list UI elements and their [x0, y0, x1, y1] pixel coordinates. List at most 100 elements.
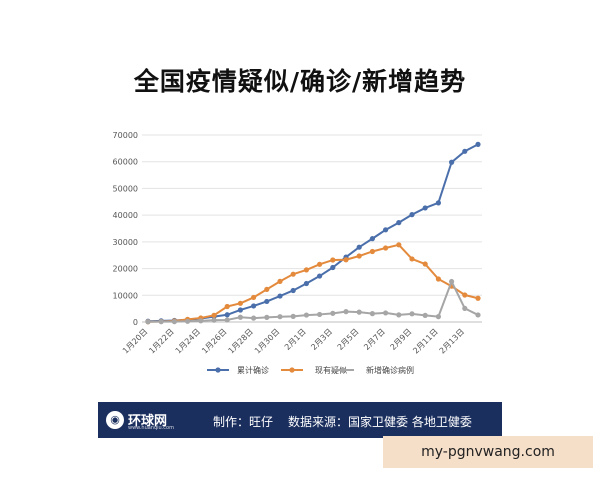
- data-point: [317, 311, 323, 318]
- legend-label: 累计确诊: [237, 365, 269, 375]
- series-group: [145, 278, 481, 325]
- data-point: [449, 278, 455, 285]
- data-point: [251, 315, 257, 321]
- legend-marker: [289, 367, 295, 373]
- data-point: [224, 317, 230, 323]
- data-point: [317, 273, 323, 279]
- data-point: [185, 318, 191, 324]
- data-point: [211, 317, 217, 323]
- data-point: [422, 261, 428, 267]
- data-point: [237, 314, 243, 320]
- chart-title: 全国疫情疑似/确诊/新增趋势: [133, 67, 467, 96]
- series-line: [147, 243, 479, 323]
- data-point: [449, 159, 455, 165]
- series-line: [147, 280, 479, 323]
- globe-icon: ◉: [106, 411, 124, 429]
- y-tick-label: 70000: [113, 131, 138, 140]
- footer-maker: 制作：旺仔: [213, 415, 274, 429]
- data-point: [396, 242, 402, 248]
- x-tick-label: 2月11日: [411, 327, 439, 355]
- series-line: [147, 143, 479, 323]
- data-point: [330, 310, 336, 316]
- x-tick-label: 1月24日: [174, 327, 202, 355]
- y-tick-label: 50000: [113, 184, 138, 193]
- x-tick-label: 1月22日: [147, 327, 175, 355]
- series-lines: [145, 141, 481, 325]
- data-point: [330, 257, 336, 263]
- brand-name: 环球网: [128, 414, 168, 429]
- data-point: [224, 312, 230, 318]
- legend-entry: 累计确诊: [207, 365, 269, 375]
- data-point: [277, 293, 283, 299]
- data-point: [158, 318, 164, 325]
- y-tick-label: 40000: [113, 211, 138, 220]
- data-point: [409, 311, 415, 317]
- data-point: [303, 280, 309, 287]
- legend-marker: [340, 367, 346, 373]
- legend-label: 现有疑似: [315, 365, 347, 375]
- data-point: [462, 305, 468, 312]
- data-point: [435, 314, 441, 320]
- x-tick-label: 2月9日: [389, 327, 414, 352]
- data-point: [356, 244, 362, 250]
- legend-marker: [215, 367, 221, 373]
- x-tick-label: 2月5日: [336, 327, 361, 352]
- y-axis-ticks: 0 10000 20000 30000 40000 50000 60000 70000: [113, 131, 138, 327]
- y-tick-label: 0: [133, 318, 138, 327]
- watermark: my-pgnvwang.com: [383, 436, 593, 468]
- data-point: [343, 309, 349, 315]
- data-point: [264, 314, 270, 320]
- data-point: [317, 261, 323, 267]
- data-point: [264, 286, 270, 293]
- x-tick-label: 1月26日: [200, 327, 228, 355]
- data-point: [383, 310, 389, 316]
- data-point: [422, 205, 428, 211]
- legend-entry: 现有疑似: [281, 365, 347, 375]
- footer-bar: ◉ 环球网 www.huanqiu.com 制作：旺仔 数据来源：国家卫健委 各…: [98, 402, 502, 438]
- data-point: [303, 267, 309, 273]
- data-point: [198, 318, 204, 324]
- data-point: [369, 236, 375, 242]
- data-point: [290, 271, 296, 277]
- data-point: [383, 227, 389, 233]
- chart-legend: 累计确诊 现有疑似 新增确诊病例: [207, 365, 414, 375]
- data-point: [145, 319, 151, 325]
- data-point: [251, 303, 257, 309]
- data-point: [396, 312, 402, 318]
- data-point: [475, 141, 481, 147]
- y-tick-label: 10000: [113, 291, 138, 300]
- data-point: [396, 220, 402, 226]
- data-point: [369, 311, 375, 317]
- legend-entry: 新增确诊病例: [332, 365, 414, 375]
- data-point: [356, 309, 362, 315]
- data-point: [237, 300, 243, 306]
- data-point: [171, 319, 177, 325]
- data-point: [237, 307, 243, 313]
- x-tick-label: 1月20日: [121, 327, 149, 355]
- x-tick-label: 2月3日: [309, 327, 334, 352]
- data-point: [264, 298, 270, 305]
- legend-label: 新增确诊病例: [366, 365, 414, 375]
- series-group: [145, 141, 481, 324]
- data-point: [475, 295, 481, 301]
- data-point: [303, 312, 309, 318]
- data-point: [251, 294, 257, 301]
- brand-url: www.huanqiu.com: [128, 425, 174, 431]
- data-point: [409, 256, 415, 262]
- data-point: [330, 264, 336, 271]
- data-point: [462, 292, 468, 298]
- data-point: [290, 287, 296, 294]
- footer-source: 数据来源：国家卫健委 各地卫健委: [288, 415, 472, 429]
- data-point: [290, 313, 296, 319]
- y-tick-label: 20000: [113, 265, 138, 274]
- x-tick-label: 2月13日: [438, 327, 466, 355]
- data-point: [383, 245, 389, 251]
- data-point: [277, 278, 283, 284]
- data-point: [435, 200, 441, 206]
- data-point: [409, 212, 415, 218]
- x-tick-label: 2月7日: [362, 327, 387, 352]
- x-tick-label: 1月30日: [253, 327, 281, 355]
- data-point: [422, 312, 428, 318]
